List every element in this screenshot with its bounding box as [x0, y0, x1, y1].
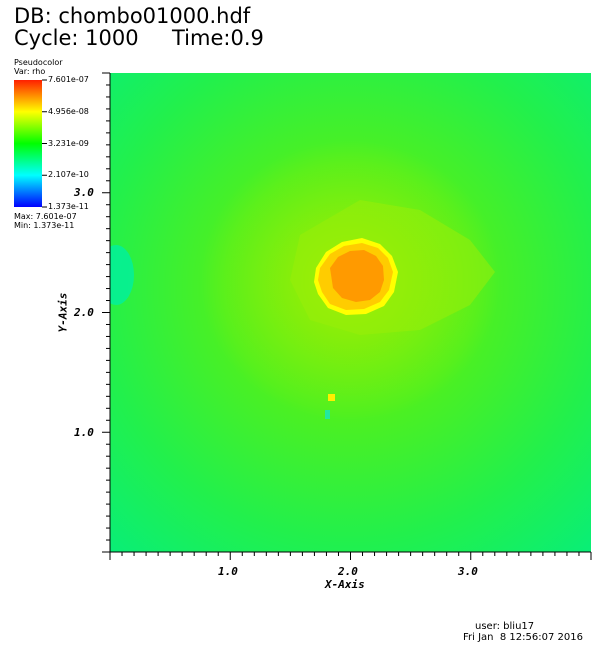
colorbar-tick-label: 4.956e-08 [48, 107, 89, 116]
time-label: Time:0.9 [171, 26, 264, 50]
left-edge-patch [110, 245, 134, 305]
colorbar-tick-label: 1.373e-11 [48, 202, 89, 211]
x-axis-title: X-Axis [325, 578, 365, 591]
heatmap-field [110, 73, 591, 552]
x-tick-label: 3.0 [458, 565, 478, 578]
legend-max: Max: 7.601e-07 [14, 212, 77, 221]
x-tick-label: 1.0 [218, 565, 238, 578]
dense-core [330, 250, 384, 302]
colorbar-tick-label: 2.107e-10 [48, 170, 89, 179]
small-stream [325, 410, 330, 419]
x-tick-label: 2.0 [338, 565, 358, 578]
y-axis-title: Y-Axis [56, 292, 70, 333]
small-clump [328, 394, 335, 401]
db-title: DB: chombo01000.hdf [14, 4, 251, 28]
date-label: Fri Jan 8 12:56:07 2016 [463, 632, 583, 643]
x-axis-ticks [109, 552, 592, 560]
y-tick-label: 2.0 [74, 306, 94, 319]
y-tick-label: 1.0 [74, 426, 94, 439]
y-tick-label: 3.0 [74, 186, 94, 199]
colorbar [14, 80, 42, 207]
y-axis-ticks [102, 72, 110, 553]
user-label: user: bliu17 [475, 621, 535, 632]
cycle-label: Cycle: 1000 [14, 26, 139, 50]
colorbar-tick-label: 7.601e-07 [48, 75, 89, 84]
colorbar-ticks [42, 79, 47, 208]
colorbar-tick-label: 3.231e-09 [48, 139, 89, 148]
cycle-time-title: Cycle: 1000 Time:0.9 [14, 26, 264, 50]
legend-min: Min: 1.373e-11 [14, 221, 75, 230]
legend-title: Pseudocolor [14, 58, 63, 67]
legend-var-label: Var: rho [14, 67, 46, 76]
